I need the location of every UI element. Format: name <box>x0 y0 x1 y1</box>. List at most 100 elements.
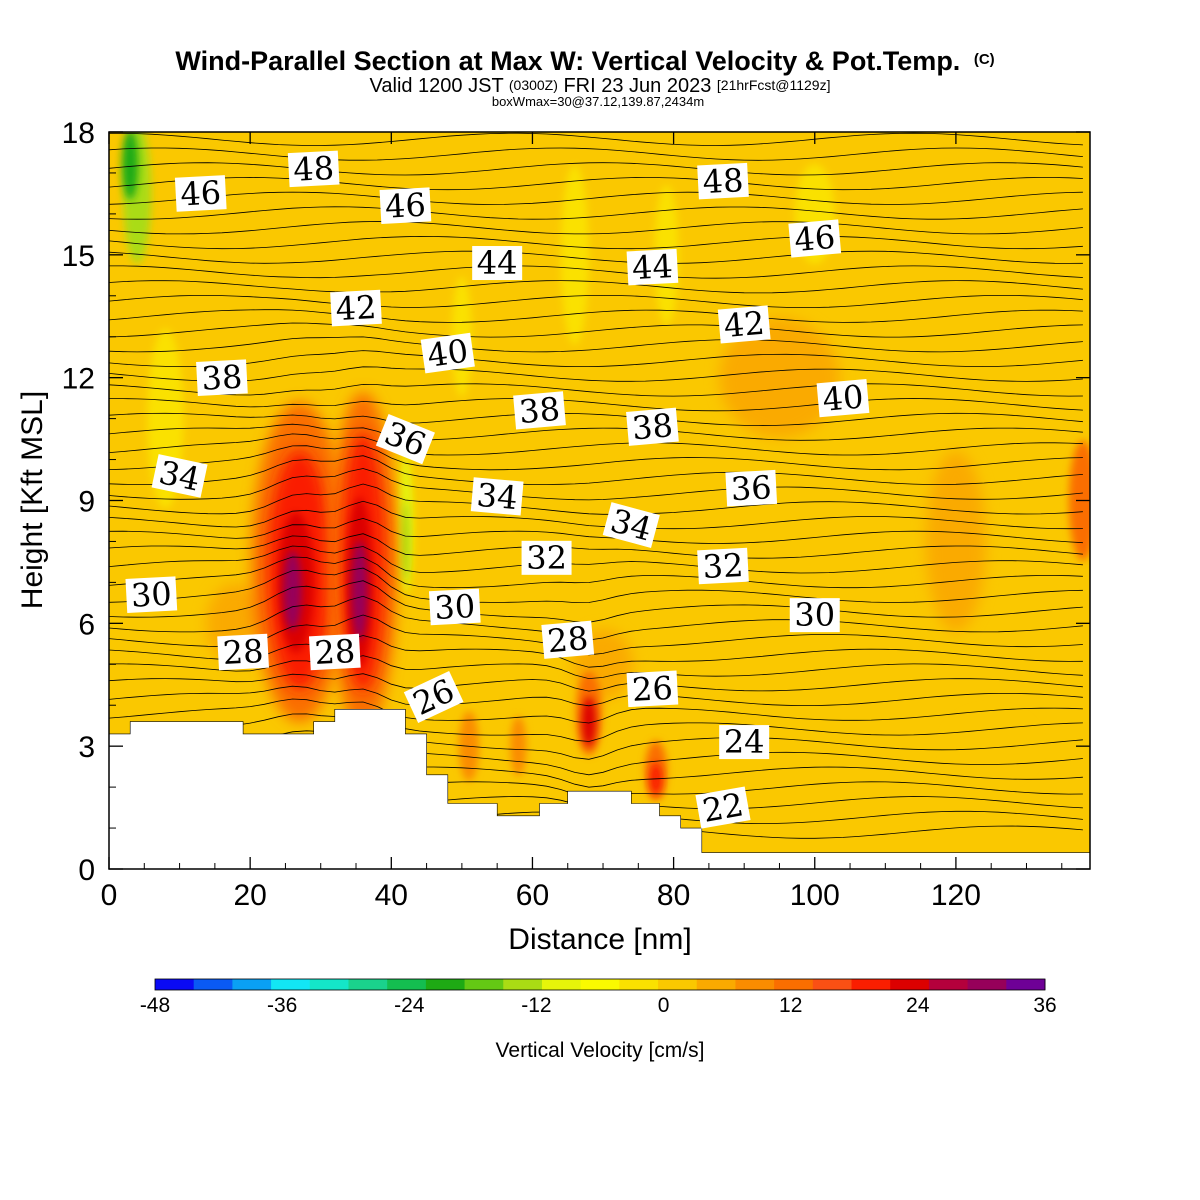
theta-label-7: 42 <box>330 288 382 328</box>
theta-label-box <box>626 248 679 286</box>
colorbar-swatch-6 <box>387 979 427 990</box>
theta-label-1: 46 <box>174 173 227 213</box>
theta-label-box <box>375 413 435 465</box>
isentrope-line <box>109 533 1083 559</box>
theta-label-text: 30 <box>130 575 173 615</box>
colorbar-tick-label-6: 24 <box>906 994 930 1017</box>
theta-label-29: 24 <box>719 723 770 761</box>
theta-label-box <box>217 633 269 671</box>
theta-label-text: 48 <box>702 161 745 201</box>
theta-label-text: 46 <box>179 173 222 213</box>
colorbar-swatch-10 <box>541 979 582 990</box>
theta-label-25: 28 <box>308 632 361 672</box>
theta-label-30: 22 <box>695 785 751 830</box>
theta-label-26: 28 <box>541 619 595 660</box>
x-tick-label-2: 40 <box>375 879 408 912</box>
theta-label-text: 30 <box>794 596 835 634</box>
isentrope-line <box>109 567 1083 604</box>
theta-label-17: 34 <box>470 476 524 517</box>
theta-label-box <box>196 359 248 396</box>
theta-label-box <box>788 219 842 258</box>
theta-label-box <box>470 477 524 516</box>
theta-label-box <box>287 150 340 188</box>
theta-label-text: 40 <box>821 377 865 418</box>
theta-label-6: 46 <box>788 218 842 259</box>
y-tick-label-6: 18 <box>62 117 95 150</box>
theta-label-text: 28 <box>546 619 590 660</box>
isentrope-line <box>109 383 1083 397</box>
theta-label-20: 32 <box>697 546 749 586</box>
theta-label-text: 34 <box>475 476 519 517</box>
colorbar-swatch-4 <box>309 979 349 990</box>
theta-label-4: 44 <box>626 247 679 287</box>
theta-label-3: 44 <box>472 244 523 282</box>
theta-label-box <box>725 469 778 507</box>
isentrope-line <box>109 250 1083 264</box>
theta-label-text: 36 <box>730 468 773 508</box>
isentrope-line <box>109 468 1083 501</box>
theta-label-box <box>626 407 679 446</box>
theta-label-10: 40 <box>816 377 870 419</box>
theta-label-box <box>602 502 660 548</box>
theta-label-text: 24 <box>724 723 765 761</box>
chart-title-mark: (C) <box>974 51 995 68</box>
isentrope-line <box>109 673 1083 692</box>
isentrope-line <box>109 500 1083 530</box>
colorbar-swatch-2 <box>232 979 272 990</box>
velocity-cell-14 <box>401 501 410 582</box>
theta-label-box <box>541 620 595 659</box>
isentrope-line <box>109 545 1083 574</box>
colorbar-swatch-8 <box>464 979 504 990</box>
theta-label-box <box>513 391 566 430</box>
velocity-cell-22 <box>351 540 368 641</box>
colorbar: -48 -36 -24 -12 0 12 24 36 <box>140 978 1057 1017</box>
terrain <box>109 709 1090 869</box>
colorbar-label: Vertical Velocity [cm/s] <box>496 1039 705 1062</box>
isentrope-line <box>109 191 1083 205</box>
theta-label-text: 32 <box>526 539 567 577</box>
theta-label-0: 48 <box>287 149 340 189</box>
x-tick-label-0: 0 <box>101 879 118 912</box>
theta-label-text: 22 <box>700 785 747 829</box>
colorbar-frame <box>154 978 1046 991</box>
theta-label-12: 38 <box>513 390 566 431</box>
colorbar-tick-label-5: 12 <box>779 994 802 1017</box>
theta-label-24: 28 <box>217 632 269 672</box>
velocity-cell-1 <box>925 451 986 632</box>
theta-label-9: 40 <box>420 331 475 375</box>
colorbar-tick-label-1: -36 <box>267 994 297 1017</box>
theta-label-text: 44 <box>477 244 518 282</box>
x-axis-label: Distance [nm] <box>508 923 691 956</box>
isentrope-line <box>109 206 1083 220</box>
x-tick-label-1: 20 <box>233 879 266 912</box>
theta-label-text: 40 <box>425 331 471 374</box>
theta-label-box <box>403 671 464 724</box>
theta-label-28: 26 <box>626 669 679 709</box>
velocity-cell-12 <box>122 132 139 200</box>
colorbar-swatch-22 <box>1006 979 1046 990</box>
y-tick-label-3: 9 <box>78 486 95 519</box>
y-tick-label-4: 12 <box>62 363 95 396</box>
theta-label-box <box>308 633 361 671</box>
theta-label-box <box>151 454 208 498</box>
isentrope-line <box>109 423 1083 441</box>
colorbar-tick-label-0: -48 <box>140 994 170 1017</box>
colorbar-swatch-13 <box>658 979 698 990</box>
theta-label-text: 32 <box>702 546 745 586</box>
isentrope-line <box>109 398 1083 412</box>
theta-label-2: 46 <box>379 186 432 226</box>
colorbar-swatch-3 <box>271 979 311 990</box>
isentrope-line <box>109 309 1083 323</box>
isentrope-line <box>109 162 1083 176</box>
isentrope-line <box>109 483 1083 515</box>
isentrope-line <box>109 235 1083 250</box>
theta-label-box <box>697 162 749 200</box>
theta-label-box <box>174 175 227 212</box>
isentrope-line <box>109 517 1083 544</box>
colorbar-swatch-0 <box>155 979 195 990</box>
y-tick-label-2: 6 <box>78 608 95 641</box>
theta-label-19: 32 <box>521 539 572 577</box>
theta-label-text: 42 <box>722 304 766 345</box>
theta-label-box <box>717 305 771 344</box>
colorbar-swatch-17 <box>812 979 853 990</box>
